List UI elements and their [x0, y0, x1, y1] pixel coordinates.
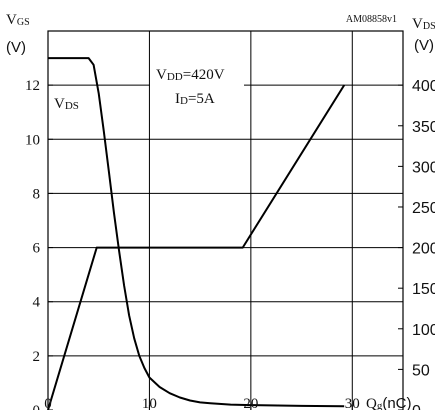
- y-right-label-main: V: [412, 16, 423, 32]
- y-left-tick-label: 10: [25, 132, 40, 148]
- id-sub: D: [180, 95, 188, 107]
- y-right-axis-unit: (V): [414, 37, 434, 54]
- y-right-tick-label: 250: [412, 200, 435, 217]
- y-right-tick-label: 200: [412, 241, 435, 258]
- vds-curve-sub: DS: [65, 100, 79, 112]
- y-left-tick-label: 4: [33, 295, 41, 311]
- x-label-sub: g: [377, 400, 383, 410]
- x-tick-label: 0: [44, 396, 52, 410]
- x-tick-label: 30: [345, 396, 360, 410]
- plot-frame: [47, 30, 404, 410]
- y-right-label-sub: DS: [423, 21, 435, 32]
- id-main: I: [175, 91, 180, 107]
- condition-annotation-background: [150, 62, 244, 106]
- y-right-tick-label: 350: [412, 119, 435, 136]
- x-tick-label: 20: [243, 396, 258, 410]
- y-left-tick-label: 6: [33, 241, 41, 257]
- series-group: [47, 57, 346, 410]
- vdd-main: V: [156, 67, 167, 83]
- vds-curve-label: VDS: [54, 96, 79, 112]
- axis-ticks: [47, 84, 403, 410]
- y-left-axis-label: VGS: [6, 12, 30, 28]
- vds-curve-main: V: [54, 96, 65, 112]
- y-left-tick-label: 0: [33, 403, 41, 410]
- figure-code-label: AM08858v1: [346, 14, 397, 25]
- y-right-tick-label: 150: [412, 281, 435, 298]
- y-right-tick-label: 0: [412, 403, 421, 410]
- id-annotation: ID=5A: [175, 91, 215, 107]
- vds-curve: [48, 57, 345, 408]
- y-right-tick-label: 300: [412, 159, 435, 176]
- vgs-curve: [47, 84, 346, 410]
- y-left-label-main: V: [6, 12, 17, 28]
- y-right-tick-label: 400: [412, 78, 435, 95]
- y-right-tick-label: 100: [412, 322, 435, 339]
- tick-labels: 0246810120102030050100150200250300350400: [25, 78, 435, 410]
- x-label-main: Q: [366, 396, 377, 410]
- vdd-annotation: VDD=420V: [156, 67, 225, 83]
- y-left-tick-label: 12: [25, 78, 40, 94]
- id-value: =5A: [188, 91, 215, 107]
- x-axis-label: Qg(nC): [366, 395, 412, 410]
- y-left-tick-label: 2: [33, 349, 41, 365]
- vdd-value: =420V: [183, 67, 225, 83]
- x-tick-label: 10: [142, 396, 157, 410]
- x-label-unit: (nC): [382, 395, 411, 410]
- y-left-label-sub: GS: [17, 17, 30, 28]
- y-left-tick-label: 8: [33, 186, 41, 202]
- y-right-axis-label: VDS: [412, 16, 435, 32]
- vdd-sub: DD: [167, 71, 183, 83]
- y-left-axis-unit: (V): [6, 39, 26, 56]
- y-right-tick-label: 50: [412, 362, 430, 379]
